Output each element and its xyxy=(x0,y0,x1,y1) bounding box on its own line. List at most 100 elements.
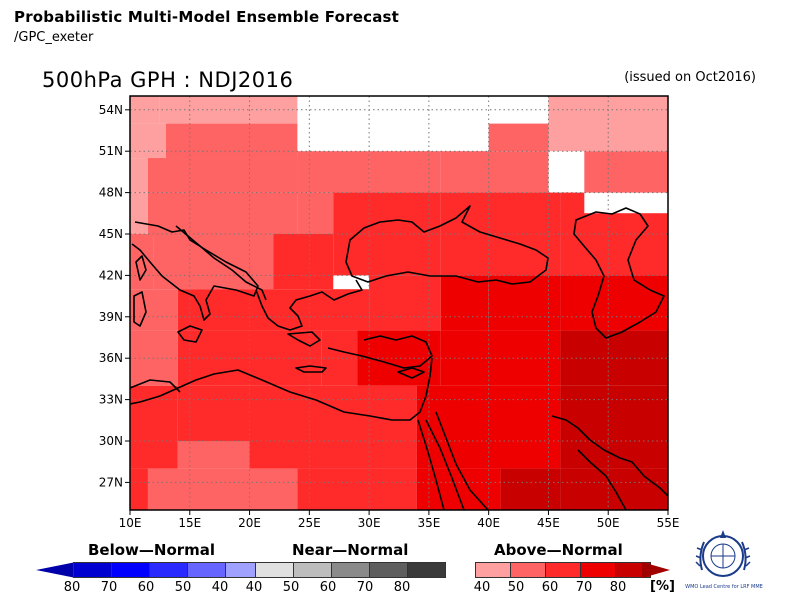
coastlines xyxy=(130,205,668,510)
wmo-logo-text: WMO Lead Centre for LRF MME xyxy=(685,584,763,590)
probability-cell xyxy=(249,441,417,469)
probability-cell xyxy=(440,151,549,193)
legend-unit: [%] xyxy=(650,579,675,594)
legend-below-title: Below—Normal xyxy=(88,541,216,559)
lat-label: 54N xyxy=(99,103,123,117)
lat-label: 51N xyxy=(99,144,123,158)
legend-label: 40 xyxy=(473,580,491,595)
probability-cell xyxy=(165,123,298,159)
probability-cell xyxy=(130,468,148,510)
lon-label: 50E xyxy=(597,516,620,530)
legend-below-arrow xyxy=(36,562,76,578)
legend-swatch xyxy=(331,562,370,578)
lat-label: 39N xyxy=(99,310,123,324)
probability-cell xyxy=(147,468,298,510)
legend-label: 80 xyxy=(63,580,81,595)
probability-cell xyxy=(488,123,549,152)
lon-label: 10E xyxy=(119,516,142,530)
probability-cell xyxy=(416,441,561,469)
lon-label: 20E xyxy=(238,516,261,530)
legend-label: 80 xyxy=(393,580,411,595)
legend-label: 40 xyxy=(245,580,263,595)
probability-cell xyxy=(440,275,489,331)
probability-cell xyxy=(560,275,668,331)
legend-swatch xyxy=(510,562,546,578)
probability-cell xyxy=(130,441,178,469)
legend-near-title: Near—Normal xyxy=(292,541,409,559)
product-title: Probabilistic Multi-Model Ensemble Forec… xyxy=(14,8,400,26)
lat-label: 33N xyxy=(99,393,123,407)
lon-label: 30E xyxy=(358,516,381,530)
probability-cell xyxy=(560,213,668,276)
legend-label: 60 xyxy=(137,580,155,595)
probability-cell xyxy=(130,158,148,193)
lon-label: 45E xyxy=(537,516,560,530)
probability-cell xyxy=(153,234,274,290)
lon-label: 15E xyxy=(178,516,201,530)
probability-cell xyxy=(333,234,441,276)
legend-label: 60 xyxy=(319,580,337,595)
probability-cell xyxy=(369,151,441,193)
lat-label: 45N xyxy=(99,227,123,241)
legend-above-bar xyxy=(475,562,651,578)
legend-label: 70 xyxy=(356,580,374,595)
legend-label: 80 xyxy=(609,580,627,595)
map-gridlines xyxy=(130,96,668,510)
issued-date: (issued on Oct2016) xyxy=(624,70,756,85)
lon-label: 40E xyxy=(477,516,500,530)
legend-label: 40 xyxy=(211,580,229,595)
probability-cell xyxy=(297,468,417,510)
legend-swatch xyxy=(255,562,294,578)
probability-cell xyxy=(130,123,166,159)
wmo-logo-icon xyxy=(695,530,751,577)
product-subtitle: /GPC_exeter xyxy=(14,30,94,45)
probability-cell xyxy=(440,192,561,234)
legend-near-bar xyxy=(255,562,446,578)
probability-cell xyxy=(297,151,370,193)
probability-cell xyxy=(130,192,148,234)
legend-swatch xyxy=(187,562,226,578)
lat-label: 48N xyxy=(99,186,123,200)
map-title: 500hPa GPH : NDJ2016 xyxy=(42,68,294,92)
probability-cell xyxy=(273,234,334,290)
probability-cell xyxy=(333,192,441,234)
legend-swatch xyxy=(111,562,150,578)
lat-label: 30N xyxy=(99,434,123,448)
legend-label: 50 xyxy=(507,580,525,595)
probability-cell xyxy=(488,275,561,331)
probability-cell xyxy=(130,385,178,441)
probability-cell xyxy=(177,441,250,469)
legend-swatch xyxy=(369,562,408,578)
lat-label: 27N xyxy=(99,475,123,489)
legend-label: 50 xyxy=(282,580,300,595)
map-axes: 10E 15E 20E 25E 30E 35E 40E 45E 50E 55E 54N 51N 48N 4… xyxy=(99,103,680,530)
probability-cell xyxy=(369,275,441,331)
lat-label: 42N xyxy=(99,268,123,282)
legend-swatch xyxy=(580,562,616,578)
probability-field xyxy=(130,96,668,510)
lon-label: 55E xyxy=(657,516,680,530)
map-frame xyxy=(129,95,669,511)
probability-cell xyxy=(440,234,561,276)
probability-cell xyxy=(560,385,668,441)
legend-swatch xyxy=(407,562,446,578)
legend-label: 50 xyxy=(174,580,192,595)
probability-cell xyxy=(147,192,298,234)
legend-swatch xyxy=(149,562,188,578)
probability-cell xyxy=(560,330,668,386)
probability-cell xyxy=(416,385,561,441)
probability-cell xyxy=(177,289,370,331)
legend-swatch xyxy=(293,562,332,578)
lat-label: 36N xyxy=(99,351,123,365)
lon-label: 25E xyxy=(298,516,321,530)
legend-swatch xyxy=(545,562,581,578)
legend-above-arrow xyxy=(642,562,670,578)
probability-cell xyxy=(297,192,334,234)
legend-above-title: Above—Normal xyxy=(494,541,623,559)
legend-swatch xyxy=(73,562,112,578)
legend-label: 60 xyxy=(541,580,559,595)
probability-cell xyxy=(416,468,501,510)
probability-cell xyxy=(584,151,668,193)
legend-label: 70 xyxy=(575,580,593,595)
